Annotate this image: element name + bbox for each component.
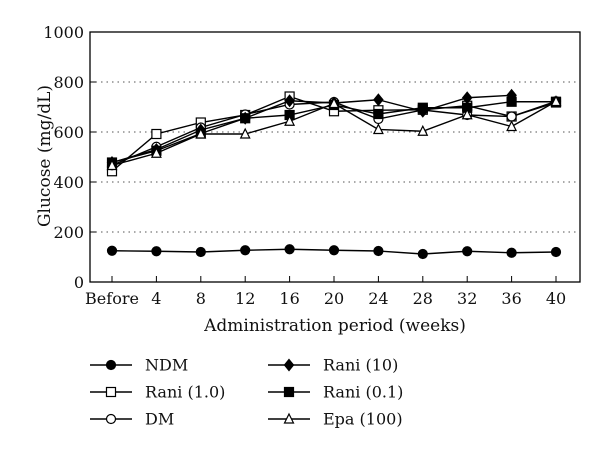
point-rani-10-24 [373, 93, 384, 107]
legend-marker-ndm [105, 359, 117, 371]
legend-label-epa-100: Epa (100) [323, 410, 403, 429]
point-ndm-28 [417, 248, 428, 260]
x-tick-label-16: 16 [279, 289, 299, 308]
legend-marker-rani-1-0 [105, 386, 117, 398]
point-ndm-40 [550, 246, 562, 258]
legend-item-dm: DM [90, 410, 174, 429]
series-epa-100 [106, 95, 562, 171]
point-ndm-4 [151, 246, 162, 257]
legend-label-rani-1-0: Rani (1.0) [145, 383, 225, 402]
point-epa-100-28 [417, 124, 429, 136]
point-rani-0-1-12 [240, 113, 251, 124]
point-ndm-8 [195, 246, 206, 258]
x-tick-label-8: 8 [196, 289, 206, 308]
legend-label-rani-0-1: Rani (0.1) [323, 383, 403, 402]
y-axis-label: Glucose (mg/dL) [35, 85, 55, 227]
point-epa-100-32 [461, 108, 473, 120]
point-ndm-16 [284, 244, 295, 255]
x-axis-label: Administration period (weeks) [203, 316, 466, 336]
x-tick-label-20: 20 [324, 289, 344, 308]
y-tick-label-1000: 1000 [43, 23, 84, 42]
y-tick-label-600: 600 [53, 123, 84, 142]
legend-item-rani-1-0: Rani (1.0) [90, 383, 225, 402]
point-ndm-24 [373, 245, 384, 257]
point-dm-36 [506, 111, 517, 122]
point-epa-100-8 [195, 127, 207, 139]
point-ndm-20 [328, 245, 340, 256]
plot-frame [89, 31, 581, 283]
point-rani-0-1-28 [417, 102, 428, 113]
legend-item-epa-100: Epa (100) [268, 410, 403, 429]
x-tick-label-40: 40 [546, 289, 566, 308]
point-rani-0-1-36 [506, 96, 517, 107]
legend-label-rani-10: Rani (10) [323, 356, 398, 375]
legend-item-rani-10: Rani (10) [268, 356, 398, 375]
x-tick-label-Before: Before [85, 289, 139, 308]
x-tick-label-12: 12 [235, 289, 255, 308]
legend-marker-dm [105, 413, 117, 425]
tick-labels: 0 200 400 600 800 1000 Before 4 8 12 16 20 24 28 32 36 4… [43, 23, 566, 308]
legend-marker-rani-10 [283, 358, 295, 372]
x-tick-label-24: 24 [368, 289, 388, 308]
series-rani-10 [106, 88, 517, 169]
x-tick-label-36: 36 [501, 289, 521, 308]
point-ndm-36 [506, 247, 517, 258]
y-tick-label-0: 0 [74, 273, 84, 292]
point-rani-10-16 [284, 94, 295, 108]
axes [89, 31, 581, 283]
point-epa-100-before [106, 159, 118, 171]
point-epa-100-20 [328, 97, 340, 109]
x-tick-label-28: 28 [413, 289, 433, 308]
point-epa-100-4 [150, 146, 162, 158]
legend: NDM Rani (1.0) DM Rani (10) Rani (0.1) Epa (1… [90, 356, 403, 429]
legend-marker-rani-0-1 [283, 386, 295, 398]
series-line-rani-10 [111, 94, 512, 164]
x-tick-label-4: 4 [151, 289, 161, 308]
legend-marker-epa-100 [283, 412, 295, 424]
series-layer [106, 88, 562, 260]
point-ndm-32 [462, 246, 473, 257]
point-rani-1-0-4 [151, 128, 162, 140]
x-tick-label-32: 32 [457, 289, 477, 308]
point-rani-0-1-24 [373, 108, 384, 120]
legend-label-dm: DM [145, 410, 174, 429]
legend-item-ndm: NDM [90, 356, 188, 375]
series-ndm [106, 244, 562, 260]
legend-label-ndm: NDM [145, 356, 188, 375]
point-epa-100-16 [284, 114, 296, 126]
point-ndm-before [106, 245, 118, 256]
y-tick-label-200: 200 [53, 223, 84, 242]
legend-item-rani-0-1: Rani (0.1) [268, 383, 403, 402]
y-tick-label-800: 800 [53, 73, 84, 92]
point-ndm-12 [240, 245, 251, 256]
point-epa-100-24 [372, 123, 384, 135]
point-epa-100-12 [239, 127, 251, 139]
gridlines [90, 81, 580, 233]
y-tick-label-400: 400 [53, 173, 84, 192]
point-epa-100-40 [550, 95, 562, 107]
point-epa-100-36 [506, 120, 518, 132]
